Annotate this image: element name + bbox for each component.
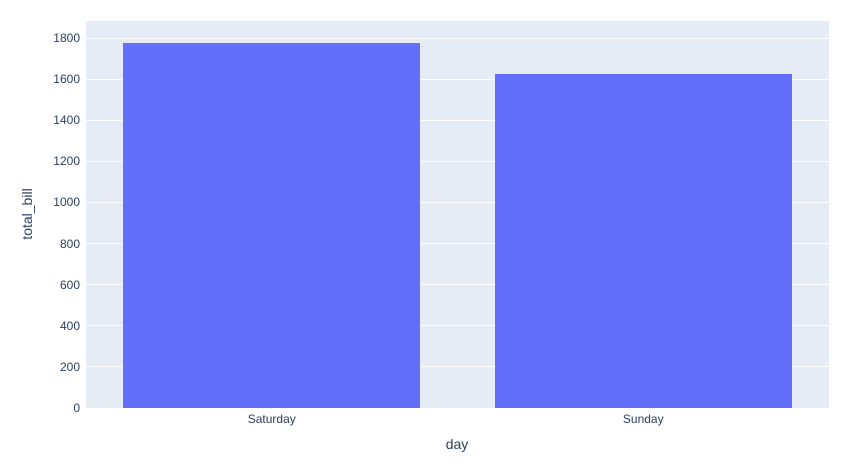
y-tick-label: 1000 xyxy=(53,195,80,210)
y-tick-label: 200 xyxy=(59,359,80,374)
y-tick-label: 1400 xyxy=(53,113,80,128)
gridline xyxy=(86,78,829,80)
y-tick-label: 0 xyxy=(73,401,80,415)
y-tick-label: 400 xyxy=(59,318,80,333)
y-tick-label: 1600 xyxy=(53,72,80,87)
bar-sunday[interactable] xyxy=(494,73,792,408)
y-axis-title: total_bill xyxy=(19,188,35,240)
plot-area[interactable] xyxy=(86,21,829,409)
y-tick-label: 1200 xyxy=(53,154,80,169)
x-tick-label: Sunday xyxy=(622,412,664,426)
gridline xyxy=(86,119,829,121)
gridline xyxy=(86,325,829,327)
y-tick-label: 600 xyxy=(59,277,80,292)
gridline xyxy=(86,37,829,39)
gridline xyxy=(86,201,829,203)
gridline xyxy=(86,243,829,245)
x-tick-label: Saturday xyxy=(247,412,296,426)
gridline xyxy=(86,366,829,368)
gridline xyxy=(86,407,829,409)
bar-saturday[interactable] xyxy=(123,42,421,408)
x-axis-title: day xyxy=(445,436,469,452)
gridline xyxy=(86,284,829,286)
gridline xyxy=(86,160,829,162)
y-tick-label: 800 xyxy=(59,236,80,251)
y-tick-label: 1800 xyxy=(53,31,80,46)
